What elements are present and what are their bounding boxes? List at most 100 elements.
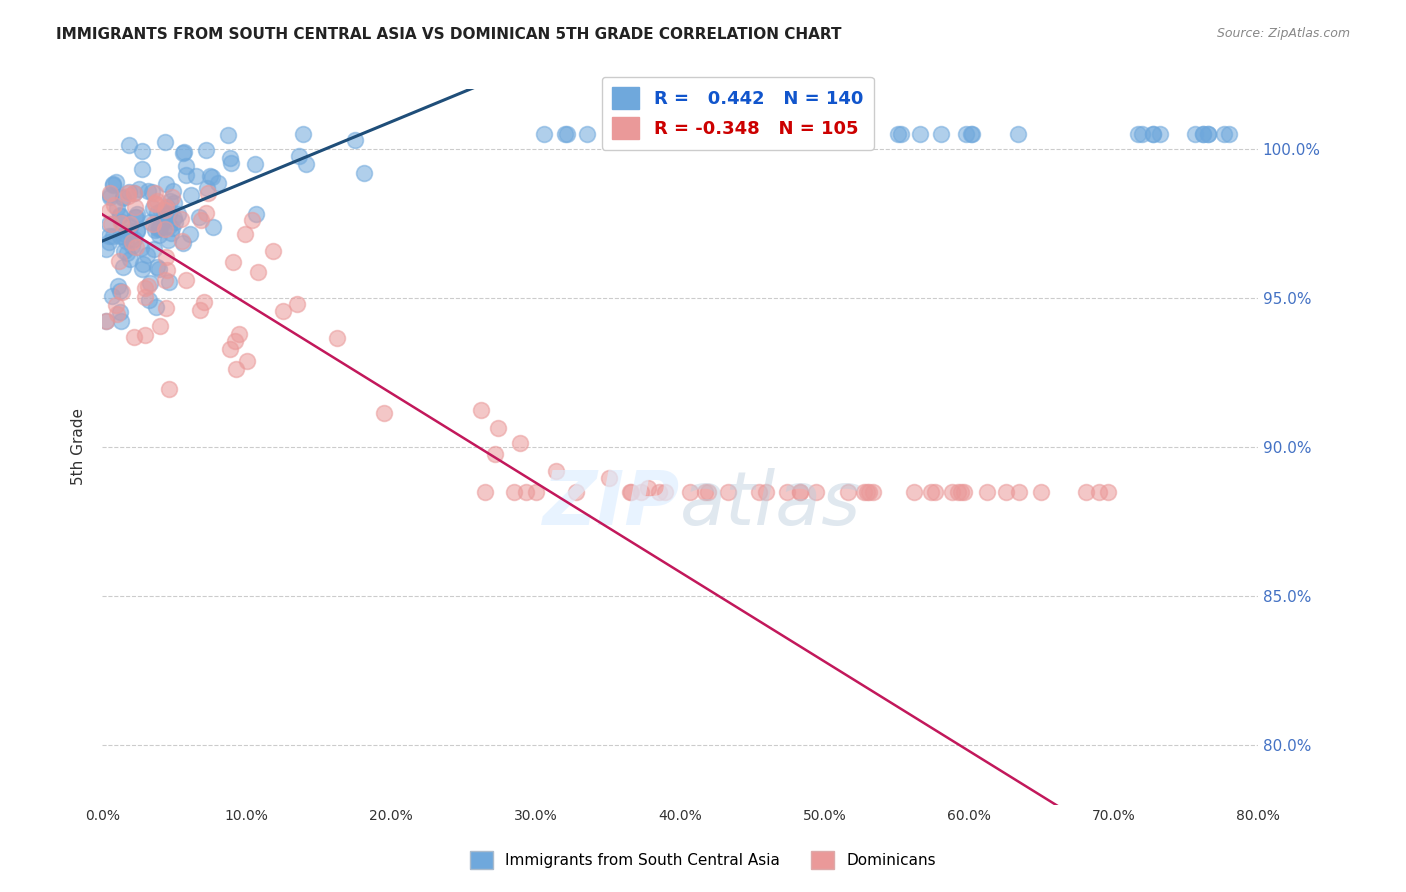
Point — [172, 146, 194, 161]
Point — [288, 149, 311, 163]
Point — [176, 168, 198, 182]
Point — [953, 484, 976, 499]
Point — [1149, 127, 1171, 141]
Point — [1218, 127, 1240, 141]
Point — [326, 331, 349, 345]
Point — [976, 484, 998, 499]
Point — [155, 177, 177, 191]
Point — [718, 127, 741, 141]
Point — [167, 207, 190, 221]
Point — [515, 484, 537, 499]
Point — [197, 186, 219, 201]
Point — [135, 248, 157, 262]
Point — [246, 265, 269, 279]
Point — [344, 133, 367, 147]
Point — [111, 285, 134, 299]
Point — [1197, 127, 1219, 141]
Point — [107, 278, 129, 293]
Point — [195, 144, 218, 158]
Point — [153, 273, 176, 287]
Point — [949, 484, 972, 499]
Point — [162, 211, 184, 226]
Point — [218, 151, 240, 165]
Point — [145, 205, 167, 219]
Point — [679, 127, 702, 141]
Point — [1126, 127, 1149, 141]
Point — [139, 277, 162, 291]
Text: ZIP: ZIP — [543, 467, 681, 541]
Point — [136, 278, 159, 293]
Point — [145, 186, 167, 201]
Point — [134, 328, 156, 343]
Point — [107, 307, 129, 321]
Point — [924, 484, 946, 499]
Point — [789, 484, 811, 499]
Point — [100, 217, 122, 231]
Point — [163, 195, 186, 210]
Point — [174, 273, 197, 287]
Point — [920, 484, 942, 499]
Point — [555, 127, 578, 141]
Point — [294, 157, 316, 171]
Point — [470, 403, 492, 417]
Point — [122, 186, 145, 201]
Point — [98, 235, 121, 249]
Point — [118, 138, 141, 153]
Point — [546, 464, 568, 478]
Point — [146, 260, 169, 275]
Point — [128, 182, 150, 196]
Point — [484, 447, 506, 461]
Text: IMMIGRANTS FROM SOUTH CENTRAL ASIA VS DOMINICAN 5TH GRADE CORRELATION CHART: IMMIGRANTS FROM SOUTH CENTRAL ASIA VS DO… — [56, 27, 842, 42]
Point — [131, 145, 153, 159]
Point — [149, 318, 172, 333]
Point — [619, 484, 641, 499]
Point — [287, 296, 309, 310]
Point — [172, 235, 194, 250]
Point — [1213, 127, 1236, 141]
Point — [162, 184, 184, 198]
Point — [124, 210, 146, 224]
Point — [105, 298, 128, 312]
Point — [125, 210, 148, 224]
Point — [101, 178, 124, 192]
Point — [170, 212, 193, 227]
Point — [995, 484, 1018, 499]
Point — [103, 197, 125, 211]
Point — [110, 314, 132, 328]
Point — [118, 217, 141, 231]
Point — [1076, 484, 1098, 499]
Point — [262, 244, 284, 258]
Point — [101, 289, 124, 303]
Point — [841, 127, 863, 141]
Point — [108, 304, 131, 318]
Point — [273, 304, 295, 318]
Point — [524, 484, 547, 499]
Point — [637, 481, 659, 495]
Point — [122, 232, 145, 246]
Point — [789, 484, 811, 499]
Point — [1142, 127, 1164, 141]
Point — [1031, 484, 1053, 499]
Point — [143, 195, 166, 210]
Point — [121, 235, 143, 249]
Point — [97, 217, 120, 231]
Point — [148, 220, 170, 235]
Point — [292, 127, 315, 141]
Point — [156, 263, 179, 277]
Point — [112, 229, 135, 244]
Point — [1007, 127, 1029, 141]
Point — [853, 484, 876, 499]
Point — [98, 187, 121, 202]
Point — [118, 185, 141, 199]
Point — [1142, 127, 1164, 141]
Legend: R =   0.442   N = 140, R = -0.348   N = 105: R = 0.442 N = 140, R = -0.348 N = 105 — [602, 77, 875, 150]
Point — [127, 207, 149, 221]
Point — [153, 207, 176, 221]
Point — [723, 127, 745, 141]
Point — [155, 222, 177, 236]
Point — [941, 484, 963, 499]
Point — [157, 275, 180, 289]
Point — [620, 484, 643, 499]
Point — [160, 190, 183, 204]
Point — [225, 362, 247, 376]
